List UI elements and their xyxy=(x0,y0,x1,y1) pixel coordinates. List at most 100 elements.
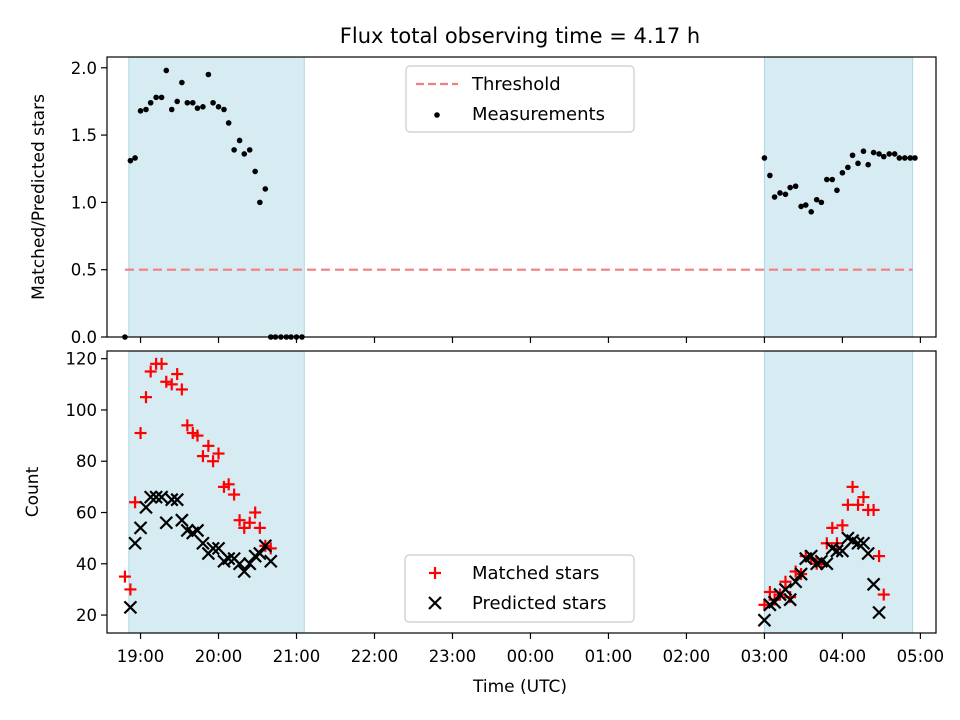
predicted-point xyxy=(788,574,803,589)
predicted-point xyxy=(175,513,189,527)
measurement-point xyxy=(829,176,836,183)
x-tick-label: 21:00 xyxy=(273,647,321,666)
measurement-point xyxy=(236,137,243,144)
measurement-point xyxy=(912,155,918,161)
predicted-point xyxy=(170,492,184,507)
measurement-point xyxy=(787,184,793,191)
measurement-point xyxy=(860,148,867,155)
measurement-point xyxy=(761,155,768,161)
matched-point xyxy=(228,488,241,501)
y-tick-label: 1.0 xyxy=(71,193,97,212)
predicted-point xyxy=(149,490,163,504)
measurement-point xyxy=(771,194,778,200)
predicted-point xyxy=(143,490,158,504)
measurement-point xyxy=(813,196,820,203)
legend-predicted-label: Predicted stars xyxy=(472,593,606,614)
matched-point xyxy=(249,506,262,519)
measurement-point xyxy=(257,199,263,206)
y-tick-label: 120 xyxy=(66,350,98,369)
y-tick-label: 100 xyxy=(66,401,98,420)
measurement-point xyxy=(880,153,887,160)
matched-point xyxy=(826,521,839,534)
matched-point xyxy=(155,357,168,370)
measurement-point xyxy=(824,176,830,183)
top-y-axis-label: Matched/Predicted stars xyxy=(29,94,49,300)
predicted-point xyxy=(263,554,278,568)
predicted-point xyxy=(221,551,236,566)
predicted-point xyxy=(835,544,850,558)
matched-point xyxy=(222,478,235,491)
measurement-point xyxy=(886,151,893,157)
measurement-point xyxy=(792,183,799,190)
x-tick-label: 00:00 xyxy=(507,647,555,666)
y-tick-label: 0.0 xyxy=(71,328,97,347)
measurement-point xyxy=(137,108,144,114)
shaded-span xyxy=(763,56,914,338)
matched-point xyxy=(207,455,220,468)
y-tick-label: 2.0 xyxy=(71,59,97,78)
matched-point xyxy=(253,521,266,534)
predicted-point xyxy=(196,536,210,551)
measurement-point xyxy=(902,155,908,161)
matched-point xyxy=(139,391,152,404)
measurement-point xyxy=(834,187,840,194)
chart-title: Flux total observing time = 4.17 h xyxy=(340,24,700,48)
measurement-point xyxy=(876,151,882,157)
measurement-point xyxy=(158,94,165,101)
predicted-point xyxy=(258,539,273,553)
measurement-point xyxy=(189,99,196,106)
matched-point xyxy=(134,427,147,440)
predicted-point xyxy=(820,557,834,571)
matched-point xyxy=(118,570,131,583)
x-tick-label: 22:00 xyxy=(351,647,399,666)
shaded-span xyxy=(128,350,305,634)
predicted-point xyxy=(783,592,797,607)
matched-point xyxy=(873,550,886,563)
top-panel: 0.0 0.5 1.0 1.5 2.0 xyxy=(71,56,937,347)
predicted-point xyxy=(164,492,179,507)
legend-measurements-label: Measurements xyxy=(472,104,605,125)
predicted-point xyxy=(866,577,881,592)
bottom-panel: 20 40 60 80 100 120 19:00 20:00 21:00 22:00 23:00 0… xyxy=(66,350,945,666)
x-tick-label: 02:00 xyxy=(663,647,711,666)
axes-frame xyxy=(106,56,937,338)
x-tick-label: 05:00 xyxy=(897,647,945,666)
matched-point xyxy=(160,375,173,388)
predicted-point xyxy=(128,536,142,551)
bottom-y-axis-label: Count xyxy=(23,466,43,517)
matched-point xyxy=(836,519,849,532)
predicted-point xyxy=(804,549,818,563)
bottom-legend: Matched stars Predicted stars xyxy=(404,554,635,623)
measurement-point xyxy=(855,160,861,167)
y-tick-label: 0.5 xyxy=(71,261,97,280)
matched-point xyxy=(877,588,890,601)
measurement-point xyxy=(194,105,201,111)
matched-point xyxy=(175,383,188,396)
predicted-point xyxy=(872,605,886,620)
measurement-point xyxy=(849,152,856,159)
measurement-point xyxy=(262,186,269,192)
predicted-point xyxy=(211,541,226,556)
measurement-point xyxy=(241,151,248,157)
predicted-point xyxy=(242,557,257,571)
predicted-point xyxy=(232,557,247,571)
x-tick-label: 03:00 xyxy=(741,647,789,666)
y-tick-label: 1.5 xyxy=(71,126,97,145)
predicted-point xyxy=(794,567,808,581)
predicted-point xyxy=(767,595,782,610)
matched-point xyxy=(181,419,194,432)
matched-point xyxy=(165,378,178,391)
predicted-point xyxy=(757,613,772,627)
predicted-point xyxy=(159,515,174,530)
measurement-point xyxy=(215,104,222,110)
legend-frame xyxy=(404,554,635,623)
y-tick-label: 40 xyxy=(76,555,97,574)
measurement-point xyxy=(184,99,191,106)
measurement-point xyxy=(818,199,825,206)
series-measurements xyxy=(122,67,918,340)
measurement-point xyxy=(179,79,185,86)
measurement-point xyxy=(891,151,898,157)
matched-point xyxy=(212,447,225,460)
predicted-point xyxy=(856,536,871,551)
